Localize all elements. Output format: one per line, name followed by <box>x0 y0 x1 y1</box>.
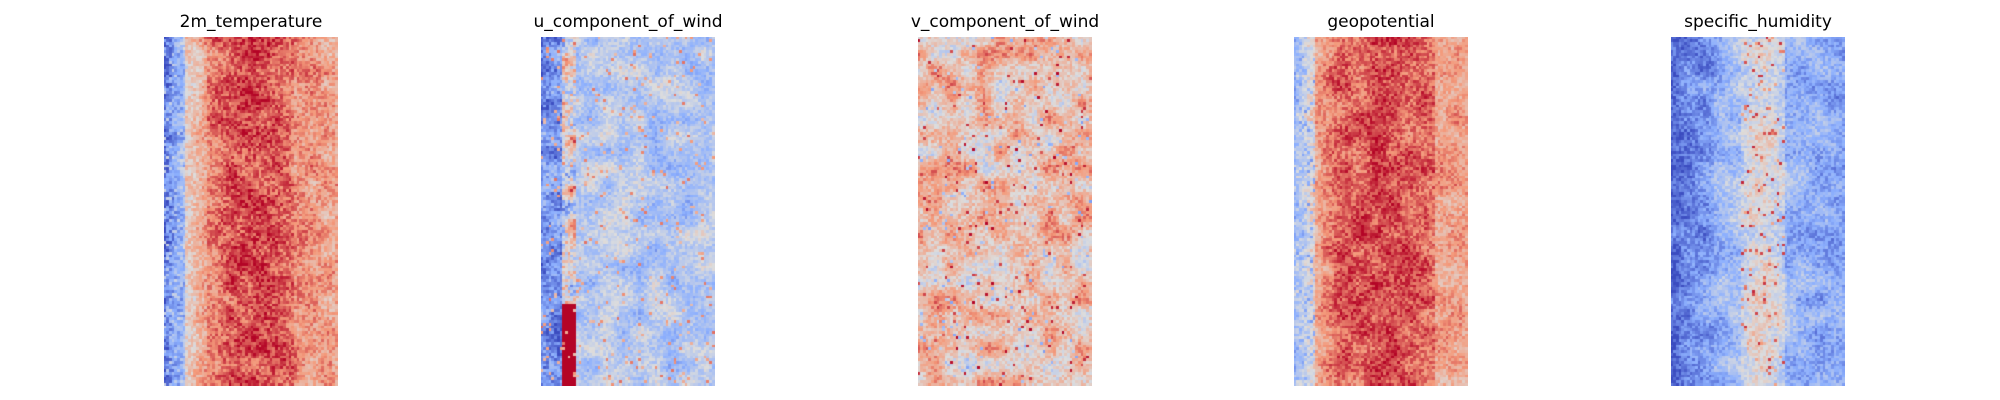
panel-specific-humidity: specific_humidity <box>1671 0 1845 400</box>
panel-title: u_component_of_wind <box>533 12 723 32</box>
panel-v-component-of-wind: v_component_of_wind <box>911 0 1099 400</box>
panel-title: v_component_of_wind <box>910 12 1100 32</box>
panel-2m-temperature: 2m_temperature <box>164 0 338 400</box>
panel-title: 2m_temperature <box>179 12 323 32</box>
panel-geopotential: geopotential <box>1294 0 1468 400</box>
heatmap-geopotential <box>1294 37 1468 386</box>
panel-title: specific_humidity <box>1684 12 1832 32</box>
panel-u-component-of-wind: u_component_of_wind <box>533 0 723 400</box>
panel-title: geopotential <box>1327 12 1435 32</box>
heatmap-v-component-of-wind <box>918 37 1092 386</box>
heatmap-specific-humidity <box>1671 37 1845 386</box>
heatmap-u-component-of-wind <box>541 37 715 386</box>
heatmap-2m-temperature <box>164 37 338 386</box>
